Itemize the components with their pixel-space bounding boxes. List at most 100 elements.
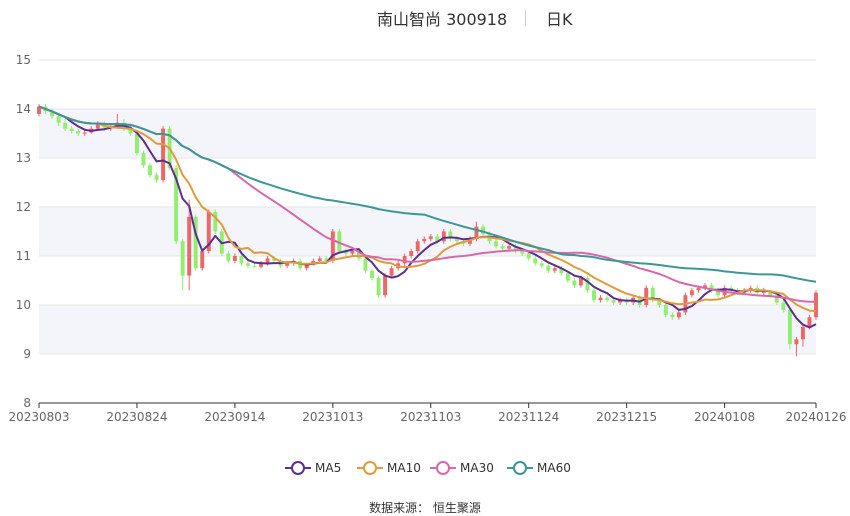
candle-body [134, 133, 139, 154]
candle-body [232, 256, 237, 261]
grid-band [39, 305, 816, 354]
candle-body [95, 123, 100, 129]
candle-body [513, 246, 518, 252]
x-tick-label: 20230803 [8, 410, 69, 424]
legend-marker-icon [430, 461, 456, 475]
chart-title: 南山智尚 300918 [377, 10, 508, 29]
candle-body [376, 278, 381, 296]
candle-body [611, 300, 616, 303]
candle-body [148, 165, 152, 176]
candle-body [689, 290, 694, 296]
candle-body [441, 231, 446, 242]
candle-body [76, 131, 81, 134]
candle-body [520, 251, 525, 254]
candle-body [37, 106, 41, 114]
candle-body [317, 258, 322, 261]
y-tick-label: 11 [16, 249, 31, 263]
candle-body [363, 258, 368, 271]
x-tick-label: 20231124 [498, 410, 559, 424]
candle-body [494, 241, 499, 247]
legend-item-ma60[interactable]: MA60 [507, 458, 571, 478]
candle-body [794, 339, 799, 345]
y-tick-label: 15 [16, 53, 31, 67]
series-line-ma5 [38, 105, 817, 329]
candle-body [193, 216, 198, 269]
candle-body [82, 132, 87, 134]
candle-body [644, 287, 649, 305]
candle-body [526, 253, 531, 259]
legend-item-ma5[interactable]: MA5 [285, 458, 341, 478]
candle-body [572, 280, 577, 286]
candle-body [383, 275, 388, 296]
candle-body [546, 265, 551, 271]
y-tick-label: 10 [16, 298, 31, 312]
candle-body [239, 256, 244, 264]
candle-body [716, 290, 721, 296]
candle-body [330, 231, 335, 261]
data-source: 数据来源： 恒生聚源 [369, 501, 481, 515]
y-tick-label: 13 [16, 151, 31, 165]
candle-body [448, 231, 453, 239]
candle-body [343, 251, 348, 254]
candlestick-chart: 8 9 10 11 12 13 14 15 20230803 20230824 20230914 20… [8, 53, 846, 424]
candle-body [585, 278, 590, 291]
candle-body [592, 290, 596, 301]
candle-body [422, 238, 427, 242]
legend-marker-icon [357, 461, 383, 475]
candle-body [370, 270, 374, 279]
legend-label: MA5 [315, 461, 342, 475]
candle-body [605, 297, 610, 301]
x-tick-label: 20230914 [204, 410, 265, 424]
candle-body [787, 309, 792, 345]
candle-body [474, 226, 479, 239]
legend-item-ma30[interactable]: MA30 [430, 458, 494, 478]
candle-body [814, 292, 818, 318]
candle-body [272, 258, 277, 261]
candle-body [415, 241, 420, 252]
title-divider [525, 10, 526, 26]
legend-item-ma10[interactable]: MA10 [357, 458, 421, 478]
candle-body [650, 287, 655, 301]
candle-body [559, 268, 564, 274]
candle-body [154, 175, 159, 181]
candle-body [428, 236, 433, 239]
candle-body [213, 211, 218, 232]
candle-body [670, 314, 675, 318]
candle-body [324, 258, 329, 261]
candle-body [174, 167, 179, 242]
legend-label: MA10 [387, 461, 421, 475]
candle-body [768, 290, 773, 296]
candle-body [50, 111, 55, 117]
candle-body [539, 263, 544, 266]
candle-body [676, 312, 681, 318]
candle-body [259, 263, 263, 267]
candle-body [245, 263, 250, 266]
candle-body [454, 238, 459, 242]
x-tick-label: 20240126 [785, 410, 846, 424]
candle-body [56, 116, 61, 123]
candle-body [128, 128, 133, 134]
candle-body [161, 128, 166, 181]
chart-header: 南山智尚 300918 日K [0, 6, 850, 30]
candle-body [481, 226, 485, 234]
chart-period: 日K [546, 10, 573, 29]
candle-body [265, 258, 270, 264]
candle-body [578, 278, 583, 286]
candle-body [781, 302, 786, 310]
candle-body [409, 251, 414, 256]
candle-body [598, 297, 603, 301]
series-line-ma60 [38, 105, 817, 283]
candle-body [552, 268, 557, 271]
candle-body [709, 285, 714, 291]
y-tick-label: 14 [16, 102, 31, 116]
candle-body [402, 256, 407, 264]
x-tick-label: 20230824 [106, 410, 167, 424]
candle-body [657, 300, 662, 305]
candle-body [63, 122, 68, 129]
candle-body [141, 153, 146, 166]
candle-body [356, 251, 361, 259]
candle-body [206, 211, 211, 252]
x-tick-label: 20231103 [400, 410, 461, 424]
candle-body [337, 231, 342, 252]
candle-body [507, 246, 512, 249]
